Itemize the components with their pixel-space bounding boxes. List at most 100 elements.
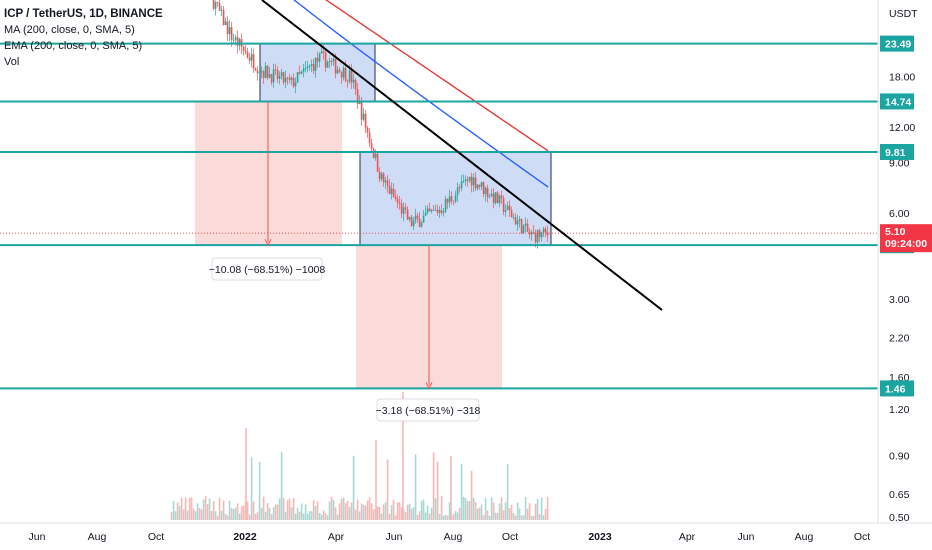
- symbol-title[interactable]: ICP / TetherUS, 1D, BINANCE: [4, 8, 163, 20]
- candle-body: [488, 196, 491, 198]
- candle-body: [242, 46, 245, 51]
- candle-body: [534, 232, 537, 243]
- volume-bar: [206, 504, 209, 520]
- ma-indicator-label[interactable]: MA (200, close, 0, SMA, 5): [4, 24, 135, 36]
- volume-bar: [404, 512, 407, 520]
- volume-bar: [282, 498, 285, 520]
- candle-body: [348, 70, 351, 82]
- volume-bar: [296, 508, 299, 520]
- price-tick-label: 18.00: [889, 72, 915, 84]
- candle-body: [426, 208, 429, 213]
- candle-body: [406, 209, 409, 220]
- volume-bar: [250, 457, 253, 520]
- volume-bar: [526, 508, 529, 520]
- volume-bar: [522, 515, 525, 520]
- candle-body: [378, 171, 381, 180]
- volume-bar: [274, 504, 277, 520]
- volume-bar: [312, 500, 315, 520]
- volume-bar: [214, 511, 217, 520]
- volume-bar: [376, 506, 379, 520]
- measure-arrowhead-1: [264, 238, 272, 247]
- candle-body: [222, 9, 225, 26]
- candle-body: [466, 179, 469, 181]
- volume-bar: [478, 507, 481, 520]
- volume-tick-label: 0.90: [889, 450, 910, 462]
- candle-body: [430, 209, 433, 212]
- level-tag-2: [880, 93, 914, 110]
- current-price-countdown: 09:24:00: [885, 238, 927, 250]
- volume-bar: [546, 496, 549, 520]
- volume-bar: [362, 504, 365, 520]
- downtrend-line: [261, 0, 663, 311]
- time-axis[interactable]: Jun Aug Oct 2022 Apr Jun Aug Oct 2023 Apr Jun Aug Oc…: [0, 522, 932, 543]
- volume-bar: [194, 511, 197, 520]
- volume-bar: [500, 497, 503, 520]
- volume-bar: [200, 509, 203, 520]
- volume-bar: [280, 451, 283, 520]
- volume-bar: [416, 514, 419, 520]
- candle-body: [498, 195, 501, 204]
- candle-body: [342, 67, 345, 78]
- volume-bar: [356, 499, 359, 520]
- candle-body: [528, 231, 531, 235]
- candle-body: [432, 209, 435, 211]
- volume-bar: [528, 503, 531, 520]
- candle-body: [436, 209, 439, 213]
- volume-bar: [422, 499, 425, 520]
- volume-bar: [328, 501, 331, 520]
- volume-bar: [536, 498, 539, 520]
- volume-bar: [270, 514, 273, 520]
- level-tag-3: [880, 143, 914, 160]
- volume-bar: [204, 496, 207, 520]
- volume-bar: [444, 514, 447, 520]
- volume-bar: [354, 509, 357, 520]
- volume-bar: [510, 504, 513, 520]
- candle-body: [304, 67, 307, 69]
- candle-body: [296, 72, 299, 83]
- volume-bar: [288, 498, 291, 520]
- volume-indicator-label[interactable]: Vol: [4, 56, 20, 68]
- volume-bar: [290, 507, 293, 520]
- volume-bar: [190, 497, 193, 520]
- volume-bar: [432, 452, 435, 520]
- volume-bar: [268, 507, 271, 520]
- ema-indicator-label[interactable]: EMA (200, close, 0, SMA, 5): [4, 40, 143, 52]
- time-tick-label: Jun: [738, 531, 755, 543]
- volume-bar: [228, 500, 231, 520]
- candle-body: [332, 58, 335, 62]
- candle-body: [352, 80, 355, 83]
- volume-bar: [508, 507, 511, 520]
- candle-body: [214, 2, 217, 9]
- candle-body: [418, 218, 421, 227]
- candle-body: [520, 218, 523, 234]
- candle-body: [250, 54, 253, 61]
- candle-body: [486, 187, 489, 198]
- candle-body: [472, 177, 475, 186]
- candle-body: [234, 37, 237, 40]
- candle-body: [336, 69, 339, 74]
- volume-bar: [298, 511, 301, 520]
- candle-body: [306, 66, 309, 68]
- candle-body: [320, 51, 323, 54]
- candle-body: [248, 57, 251, 61]
- volume-bar: [542, 515, 545, 520]
- volume-bar: [466, 501, 469, 520]
- measure-label-2-box: [376, 398, 480, 422]
- volume-bar: [330, 496, 333, 520]
- volume-bar: [460, 463, 463, 520]
- volume-bar: [388, 513, 391, 520]
- candle-body: [468, 176, 471, 181]
- candle-body: [422, 215, 425, 223]
- candle-body: [396, 198, 399, 204]
- volume-bar: [472, 497, 475, 520]
- time-tick-label: Apr: [328, 531, 345, 543]
- volume-bar: [192, 508, 195, 520]
- volume-bar: [512, 512, 515, 520]
- volume-bar: [278, 498, 281, 520]
- candle-body: [424, 212, 427, 216]
- volume-bar: [332, 499, 335, 520]
- price-axis[interactable]: USDT18.0012.009.006.003.002.201.601.200.…: [877, 0, 918, 524]
- measure-label-1: −10.08 (−68.51%) −1008: [209, 264, 326, 276]
- candle-body: [364, 113, 367, 128]
- time-tick-label: Jun: [386, 531, 403, 543]
